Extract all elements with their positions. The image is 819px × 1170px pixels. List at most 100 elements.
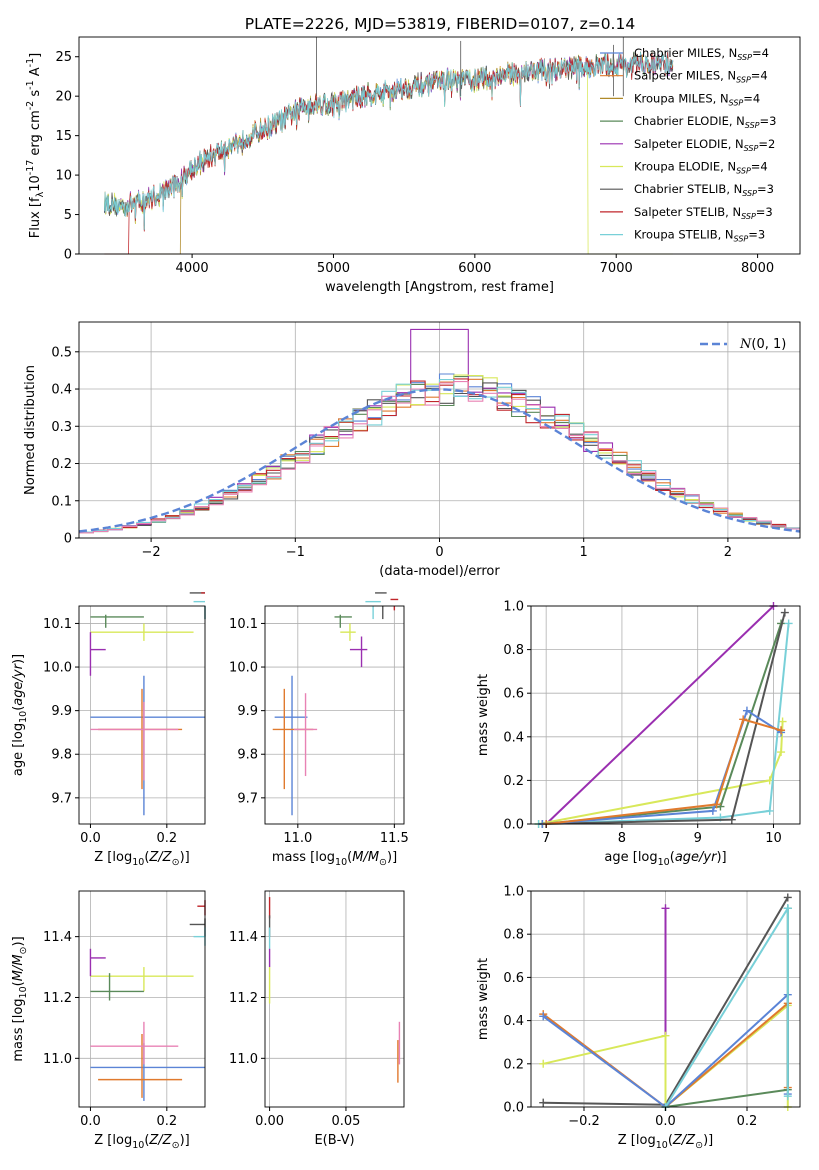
y-tick-label: 9.9 [51,704,72,719]
error-bar [98,1033,183,1098]
y-tick-label: 0.4 [51,383,72,398]
axes-frame [530,605,801,825]
error-bar [365,600,381,620]
error-bar [340,623,356,641]
y-tick-label: 15 [55,129,72,144]
legend-entry: N(0, 1) [739,337,786,352]
plus-marker [539,1012,548,1021]
mass_weight_vs_age-panel: 7 8 9 10 0.0 0.2 0.4 0.6 0.8 1.0 age [log10​(age/y… [476,600,801,868]
mass-weight-line [545,605,775,825]
y-tick-label: 11.0 [229,1052,258,1067]
y-tick-label: 10.0 [43,661,72,676]
y-tick-label: 9.8 [237,748,258,763]
mass_weight_vs_Z-panel: −0.2 0.0 0.2 0.0 0.2 0.4 0.6 0.8 1.0 Z [log10​(Z/… [476,885,801,1151]
x-tick-label: 0.0 [655,1114,676,1129]
y-axis-label: Flux [fλ​10-17​ erg cm-2​ s-1​ A-1​] [25,53,46,238]
error-bar [90,967,194,992]
x-tick-label: 0.05 [331,1114,360,1129]
y-tick-label: 0.3 [51,420,72,435]
y-tick-label: 0.8 [503,928,524,943]
y-tick-label: 1.0 [503,885,524,900]
x-axis-label: (data-model)/error [379,564,500,579]
plus-marker [708,806,717,815]
mass-weight-line [546,718,782,825]
plus-marker [739,715,748,724]
y-tick-label: 10.1 [43,617,72,632]
x-tick-label: −0.2 [568,1114,600,1129]
y-tick-label: 0.2 [503,1057,524,1072]
plus-marker [783,1092,792,1101]
plus-marker [780,608,789,617]
y-tick-label: 0.2 [51,457,72,472]
y-tick-label: 0.8 [503,643,524,658]
error-bar [193,600,206,620]
plus-marker [783,893,792,902]
mass-weight-line [538,721,784,825]
error-bar [293,693,318,777]
x-tick-label: 6000 [458,261,491,276]
x-axis-label: wavelength [Angstrom, rest frame] [325,280,554,295]
gaussian-curve [78,388,801,533]
error-bar [90,1043,205,1101]
x-tick-label: 10 [765,831,782,846]
y-tick-label: 0.0 [503,1101,524,1116]
plus-marker [539,1059,548,1068]
y-tick-label: 0.2 [503,774,524,789]
x-tick-label: 0 [435,545,443,560]
error-bar [98,688,183,790]
legend-entry: Kroupa ELODIE, NSSP=4 [634,160,768,176]
histogram-series [79,381,800,534]
legend-entry: Salpeter ELODIE, NSSP=2 [634,137,775,153]
histograms [79,328,800,534]
error-bar [90,675,205,816]
plus-marker [777,726,786,735]
y-tick-label: 10.1 [229,617,258,632]
spectrum-line [104,52,674,230]
y-tick-label: 9.9 [237,704,258,719]
error-bar [274,675,308,816]
error-bar [390,598,399,611]
x-tick-label: −2 [142,545,161,560]
x-tick-label: 0.2 [156,831,177,846]
x-tick-label: 7000 [600,261,633,276]
x-tick-label: 0.2 [737,1114,758,1129]
axes-frame [78,605,206,825]
spectrum-panel: Chabrier MILES, NSSP=4 Salpeter MILES, NS… [25,36,801,295]
x-axis-label: Z [log10​(Z/Z⊙​)] [618,1133,713,1151]
y-tick-label: 0 [64,532,72,547]
x-axis-label: Z [log10​(Z/Z⊙​)] [94,850,189,868]
axes-frame [264,605,405,825]
y-tick-label: 11.4 [43,930,72,945]
axes-frame [78,890,206,1108]
plus-marker [661,904,670,913]
y-tick-label: 0.1 [51,494,72,509]
error-bar [349,636,368,668]
y-tick-label: 0 [64,248,72,263]
x-tick-label: 11.0 [283,831,312,846]
x-tick-label: −1 [286,545,305,560]
y-tick-label: 10.0 [229,661,258,676]
x-axis-label: mass [log10​(M/M⊙​)] [272,850,397,868]
x-tick-label: 4000 [176,261,209,276]
x-tick-label: 0.0 [80,1114,101,1129]
x-tick-label: 7 [542,831,550,846]
x-tick-label: 1 [580,545,588,560]
x-tick-label: 0.00 [255,1114,284,1129]
x-tick-label: 8 [618,831,626,846]
error-bar [193,927,206,946]
legend-entry: Salpeter STELIB, NSSP=3 [634,205,773,221]
y-axis-label: mass weight [476,958,491,1040]
x-tick-label: 2 [724,545,732,560]
error-bar [89,632,106,676]
age_vs_mass-panel: 11.0 11.5 9.7 9.8 9.9 10.0 10.1 mass [log10​(M/… [229,592,409,868]
y-tick-label: 11.2 [229,991,258,1006]
spectrum-line [104,54,673,255]
error-bar [90,1021,179,1065]
error-bar [189,918,206,937]
error-bar [272,688,314,790]
y-tick-label: 0.4 [503,730,524,745]
plus-marker [783,904,792,913]
x-axis-label: age [log10​(age/yr)] [604,850,726,868]
residuals-panel: N(0, 1) −2 −1 0 1 2 0 0.1 0.2 0.3 0.4 0.5 (data-mode… [23,321,801,579]
